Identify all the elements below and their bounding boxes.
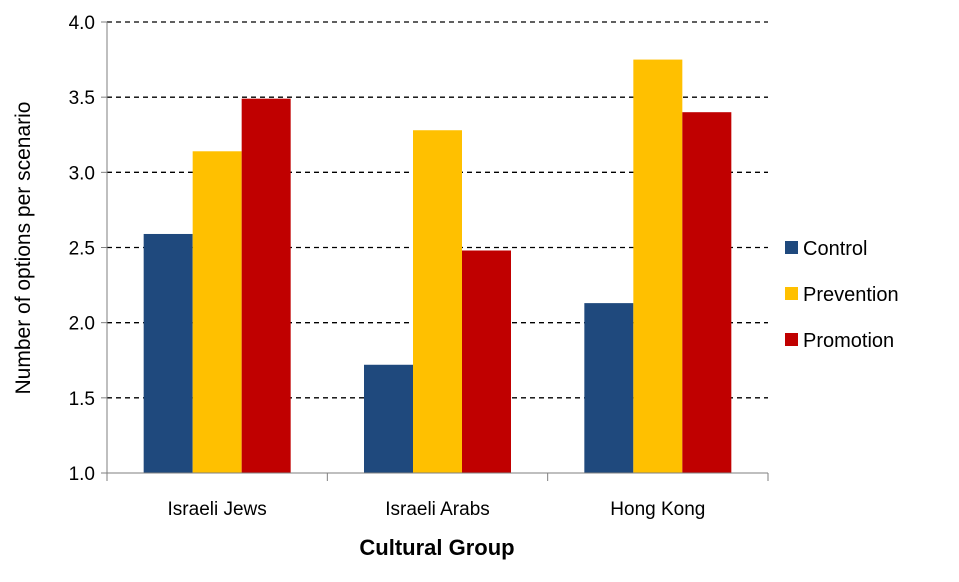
x-tick-label: Hong Kong	[610, 499, 705, 520]
bar-prevention-1	[413, 130, 462, 474]
y-tick-label: 1.5	[69, 389, 95, 410]
y-tick-label: 3.0	[69, 163, 95, 184]
bar-control-0	[143, 233, 193, 473]
y-tick-label: 4.0	[69, 13, 95, 34]
bar-promotion-1	[462, 250, 511, 473]
bar-promotion-2	[682, 112, 732, 473]
legend-swatch-control	[785, 241, 798, 254]
y-tick-label: 1.0	[69, 464, 95, 485]
y-tick-label: 2.5	[69, 239, 95, 260]
x-tick-label: Israeli Arabs	[385, 499, 490, 520]
y-tick-label: 3.5	[69, 88, 95, 109]
x-tick-label: Israeli Jews	[168, 499, 267, 520]
bars	[143, 59, 732, 474]
bar-promotion-0	[241, 98, 291, 474]
bar-control-2	[584, 303, 634, 473]
axes	[101, 21, 769, 481]
y-axis-title: Number of options per scenario	[12, 102, 35, 395]
x-axis-title: Cultural Group	[359, 535, 514, 560]
x-tick-labels: Israeli Jews Israeli Arabs Hong Kong	[168, 499, 706, 520]
bar-prevention-0	[192, 151, 242, 473]
bar-control-1	[364, 364, 413, 473]
legend-swatch-prevention	[785, 287, 798, 300]
legend-label-control: Control	[803, 238, 867, 260]
y-tick-labels: 1.0 1.5 2.0 2.5 3.0 3.5 4.0	[69, 13, 95, 485]
legend-label-promotion: Promotion	[803, 330, 894, 352]
legend-label-prevention: Prevention	[803, 284, 899, 306]
y-tick-label: 2.0	[69, 314, 95, 335]
legend-swatch-promotion	[785, 333, 798, 346]
legend: Control Prevention Promotion	[785, 238, 899, 352]
bar-prevention-2	[633, 59, 683, 473]
